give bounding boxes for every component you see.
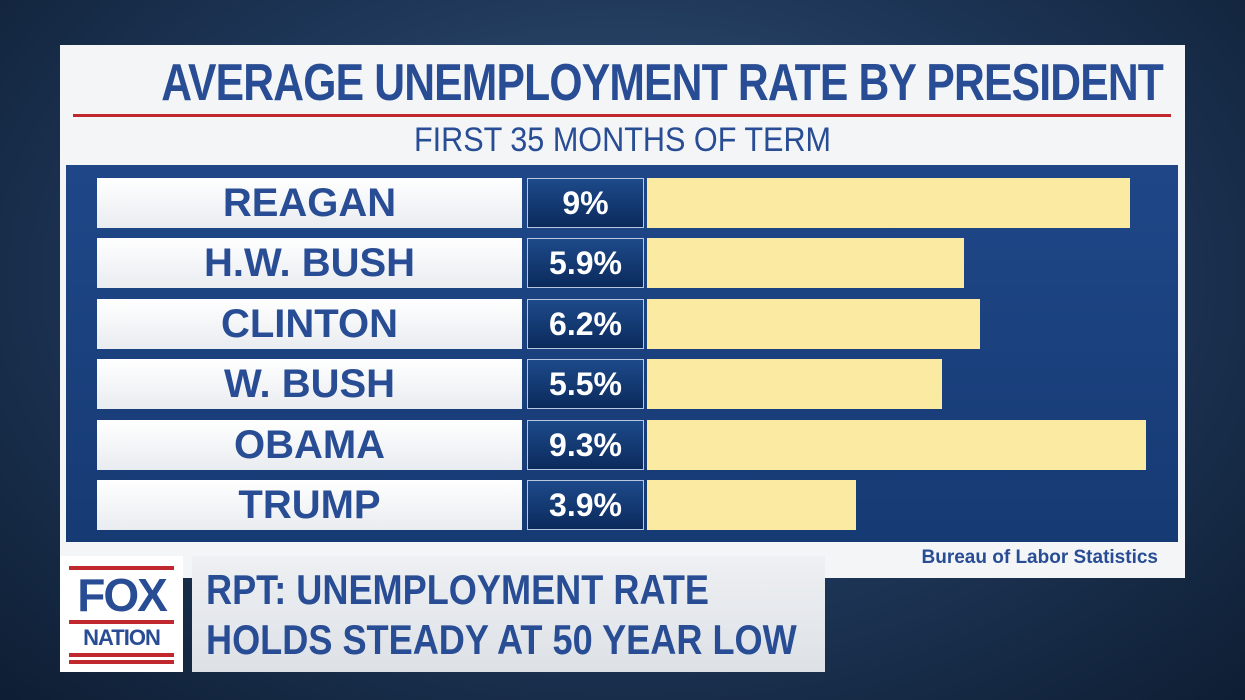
bar: [647, 298, 980, 349]
value-label: 6.2%: [527, 298, 644, 349]
bar: [647, 359, 943, 410]
category-label: H.W. BUSH: [97, 238, 522, 289]
headline-banner: RPT: UNEMPLOYMENT RATE HOLDS STEADY AT 5…: [192, 556, 825, 672]
category-label: W. BUSH: [97, 359, 522, 410]
logo-stripe: [69, 653, 174, 657]
logo-nation-text: NATION: [83, 625, 161, 650]
headline-line-2: HOLDS STEADY AT 50 YEAR LOW: [206, 616, 797, 663]
category-label: REAGAN: [97, 178, 522, 228]
fox-nation-logo: FOX NATION: [60, 556, 183, 672]
logo-stripe: [69, 566, 174, 570]
bar: [647, 419, 1146, 470]
value-label: 3.9%: [527, 480, 644, 530]
bar: [647, 238, 964, 289]
source-label: Bureau of Labor Statistics: [921, 547, 1159, 568]
value-label: 5.9%: [527, 238, 644, 289]
title-divider: [73, 114, 1171, 117]
value-label: 9.3%: [527, 419, 644, 470]
value-label: 5.5%: [527, 359, 644, 410]
category-label: CLINTON: [97, 298, 522, 349]
chart-subtitle: FIRST 35 MONTHS OF TERM: [413, 121, 832, 159]
headline-line-1: RPT: UNEMPLOYMENT RATE: [206, 566, 710, 613]
bar: [647, 178, 1130, 228]
logo-fox-text: FOX: [77, 569, 168, 621]
bar: [647, 480, 857, 530]
logo-stripe: [69, 660, 174, 664]
chart-title: AVERAGE UNEMPLOYMENT RATE BY PRESIDENT: [161, 54, 1164, 112]
logo-stripe: [69, 620, 174, 624]
category-label: OBAMA: [97, 419, 522, 470]
bar-chart: REAGAN 9% H.W. BUSH 5.9% CLINTON 6.2% W. BUSH 5…: [66, 165, 1178, 542]
category-label: TRUMP: [97, 480, 522, 530]
value-label: 9%: [527, 178, 644, 228]
